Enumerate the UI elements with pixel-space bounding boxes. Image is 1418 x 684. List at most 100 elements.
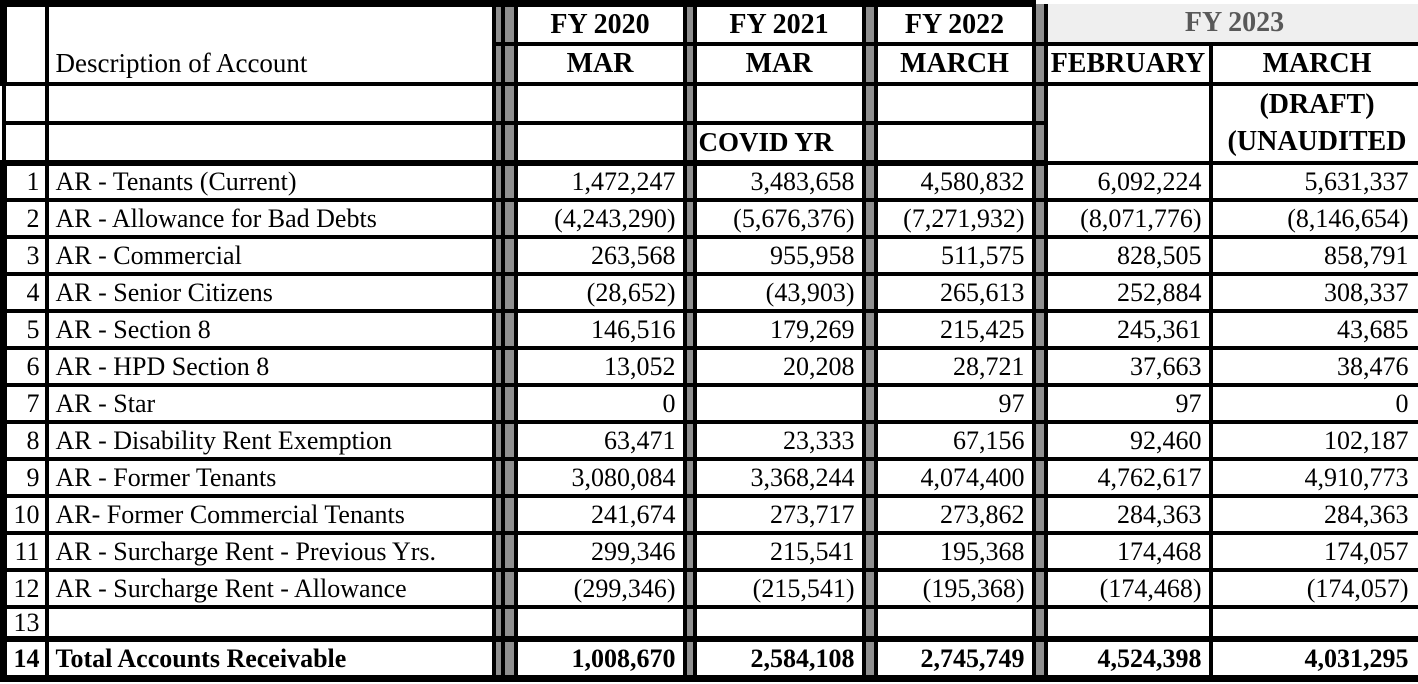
value-cell-mar2023: 4,910,773 xyxy=(1208,457,1418,499)
value-cell-mar2023: 38,476 xyxy=(1208,346,1418,388)
separator-column xyxy=(1031,161,1048,203)
separator-column xyxy=(1031,494,1048,536)
value-cell-fy2022: 273,862 xyxy=(873,494,1036,536)
value-cell-feb2023: 37,663 xyxy=(1043,346,1213,388)
value-cell-mar2023: 4,031,295 xyxy=(1208,637,1418,682)
value-cell-mar2023: (174,057) xyxy=(1208,568,1418,610)
separator-column xyxy=(682,41,697,86)
value-cell-fy2020: 63,471 xyxy=(513,420,687,462)
row-number-cell: 2 xyxy=(0,198,49,240)
separator-column xyxy=(491,41,518,86)
blank-cell xyxy=(873,120,1036,167)
row-number-cell: 12 xyxy=(0,568,49,610)
row-number-cell: 10 xyxy=(0,494,49,536)
description-cell: AR - Surcharge Rent - Allowance xyxy=(44,568,496,610)
description-cell: AR - Tenants (Current) xyxy=(44,161,496,203)
row-number-cell: 7 xyxy=(0,383,49,425)
separator-column xyxy=(1031,309,1048,351)
value-cell-fy2022: (195,368) xyxy=(873,568,1036,610)
value-cell-feb2023: 284,363 xyxy=(1043,494,1213,536)
separator-column xyxy=(861,235,878,277)
description-cell: AR - Surcharge Rent - Previous Yrs. xyxy=(44,531,496,573)
header-row-fiscal-years: Description of Account FY 2020 FY 2021 F… xyxy=(0,0,1418,86)
separator-column xyxy=(861,120,878,167)
separator-column xyxy=(491,605,518,643)
separator-column xyxy=(491,531,518,573)
separator-column xyxy=(491,568,518,610)
separator-column xyxy=(1031,235,1048,277)
value-cell-feb2023: 4,524,398 xyxy=(1043,637,1213,682)
separator-column xyxy=(491,272,518,314)
description-cell: AR - Allowance for Bad Debts xyxy=(44,198,496,240)
separator-column xyxy=(861,494,878,536)
value-cell-fy2021: 3,368,244 xyxy=(692,457,866,499)
separator-column xyxy=(682,120,697,167)
value-cell-feb2023: 4,762,617 xyxy=(1043,457,1213,499)
separator-column xyxy=(491,494,518,536)
value-cell-fy2021: 273,717 xyxy=(692,494,866,536)
value-cell-fy2021: 179,269 xyxy=(692,309,866,351)
value-cell-mar2023: 174,057 xyxy=(1208,531,1418,573)
separator-column xyxy=(1031,346,1048,388)
value-cell-feb2023: (174,468) xyxy=(1043,568,1213,610)
separator-column xyxy=(1031,605,1048,643)
separator-column xyxy=(491,457,518,499)
row-number-cell: 9 xyxy=(0,457,49,499)
description-cell: AR - Star xyxy=(44,383,496,425)
separator-column xyxy=(1031,637,1048,682)
value-cell-feb2023: 97 xyxy=(1043,383,1213,425)
table-row: 14 Total Accounts Receivable 1,008,670 2,58… xyxy=(0,637,1418,682)
value-cell-fy2022: 215,425 xyxy=(873,309,1036,351)
description-cell: AR - Senior Citizens xyxy=(44,272,496,314)
separator-column xyxy=(1031,120,1048,167)
separator-column xyxy=(491,309,518,351)
description-cell: AR - Section 8 xyxy=(44,309,496,351)
row-number-cell: 6 xyxy=(0,346,49,388)
separator-column xyxy=(861,568,878,610)
separator-column xyxy=(1031,272,1048,314)
separator-column xyxy=(682,605,697,643)
separator-column xyxy=(491,235,518,277)
value-cell-fy2021: (43,903) xyxy=(692,272,866,314)
separator-column xyxy=(682,198,697,240)
value-cell-fy2020: (4,243,290) xyxy=(513,198,687,240)
description-cell: Total Accounts Receivable xyxy=(44,637,496,682)
separator-column xyxy=(861,0,878,46)
separator-column xyxy=(682,346,697,388)
value-cell-fy2020: 263,568 xyxy=(513,235,687,277)
fy2023-february-blank-cell xyxy=(1043,81,1213,166)
separator-column xyxy=(1031,568,1048,610)
separator-column xyxy=(491,161,518,203)
separator-column xyxy=(1031,383,1048,425)
row-number-header-cell xyxy=(1,120,49,167)
separator-column xyxy=(1031,457,1048,499)
separator-column xyxy=(1031,420,1048,462)
blank-cell xyxy=(513,81,687,125)
separator-column xyxy=(491,420,518,462)
value-cell-fy2021: 23,333 xyxy=(692,420,866,462)
separator-column xyxy=(861,531,878,573)
separator-column xyxy=(682,235,697,277)
separator-column xyxy=(861,346,878,388)
value-cell-fy2022: 511,575 xyxy=(873,235,1036,277)
separator-column xyxy=(861,41,878,86)
header-row-blank: (DRAFT) (UNAUDITED xyxy=(1,81,1418,166)
row-number-cell: 1 xyxy=(0,161,49,203)
value-cell-fy2021 xyxy=(692,383,866,425)
separator-column xyxy=(491,198,518,240)
separator-column xyxy=(682,457,697,499)
separator-column xyxy=(682,0,697,46)
value-cell-fy2020: 146,516 xyxy=(513,309,687,351)
fy2020-month-header: MAR xyxy=(513,41,687,86)
value-cell-mar2023: 5,631,337 xyxy=(1208,161,1418,203)
description-cell: AR - Disability Rent Exemption xyxy=(44,420,496,462)
row-number-cell: 14 xyxy=(0,637,49,682)
table-row: 1 AR - Tenants (Current) 1,472,247 3,483,65… xyxy=(0,161,1418,203)
row-number-cell: 5 xyxy=(0,309,49,351)
separator-column xyxy=(491,383,518,425)
separator-column xyxy=(1031,81,1048,125)
value-cell-fy2022: 2,745,749 xyxy=(873,637,1036,682)
value-cell-fy2021: (5,676,376) xyxy=(692,198,866,240)
description-blank-cell xyxy=(44,81,496,125)
table-row: 3 AR - Commercial 263,568 955,958 511,575 828… xyxy=(0,235,1418,277)
